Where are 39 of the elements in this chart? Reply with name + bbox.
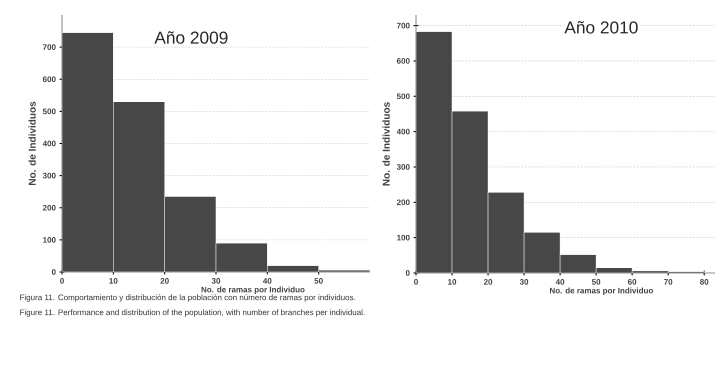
x-tick-label: 50: [592, 279, 600, 285]
y-tick-label: 600: [42, 76, 56, 82]
y-tick-label: 400: [42, 140, 56, 146]
x-tick-label: 40: [556, 279, 564, 285]
x-axis-title: No. de ramas por Individuo: [550, 288, 653, 295]
y-axis-title: No. de Individuos: [382, 102, 390, 186]
y-tick-label: 0: [406, 270, 410, 276]
y-tick-label: 100: [43, 237, 56, 243]
text: Figura 11. Comportamiento y distribución de la población con número de ramas por individuos.: [20, 294, 356, 302]
caption: Figure 11. Performance and distribution of the population, with number of branches per individual.: [20, 309, 364, 317]
x-tick-label: 10: [109, 278, 118, 284]
x-tick-label: 30: [212, 278, 220, 284]
y-tick-label: 500: [396, 93, 410, 100]
y-tick-label: 600: [396, 58, 410, 64]
y-axis-title: No. de Individuos: [28, 102, 36, 185]
y-tick-label: 200: [42, 204, 56, 211]
x-tick-label: 50: [314, 278, 323, 284]
x-tick-label: 80: [700, 279, 708, 285]
x-tick-label: 70: [664, 279, 672, 285]
x-tick-label: 60: [628, 279, 636, 285]
chart-title: Año 2010: [564, 21, 638, 34]
x-tick-label: 10: [448, 279, 456, 285]
x-tick-label: 0: [414, 279, 418, 285]
x-tick-label: 30: [520, 279, 528, 285]
y-tick-label: 700: [42, 44, 56, 50]
y-tick-label: 100: [397, 234, 410, 240]
x-tick-label: 20: [484, 279, 492, 285]
x-axis-title: No. de ramas por Individuo: [202, 286, 305, 294]
text: Año 2009: [154, 31, 228, 44]
y-tick-label: 400: [396, 128, 410, 134]
y-tick-label: 200: [396, 199, 410, 206]
y-tick-label: 0: [52, 269, 56, 275]
x-tick-label: 40: [263, 278, 272, 284]
y-tick-label: 500: [42, 108, 56, 114]
y-tick-label: 300: [396, 164, 410, 170]
x-tick-label: 0: [60, 278, 64, 284]
x-tick-label: 20: [160, 278, 169, 284]
y-tick-label: 300: [42, 172, 56, 178]
y-tick-label: 700: [396, 22, 410, 28]
